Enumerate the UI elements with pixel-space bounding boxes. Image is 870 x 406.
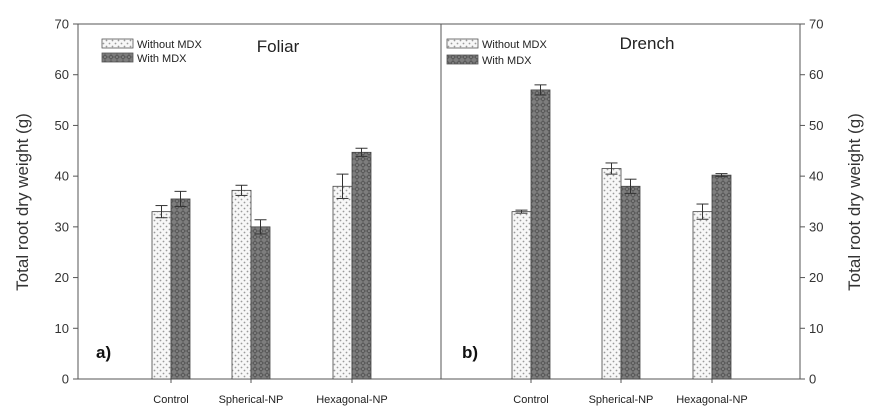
legend-panel-a: Without MDX With MDX [101,38,202,65]
bar-without-mdx-panel-b [511,211,532,380]
left-y-tick-label: 20 [55,270,69,285]
bar-with-mdx-panel-a [351,151,372,380]
x-category-label: Hexagonal-NP [316,394,388,406]
legend-swatch-without-mdx-b [446,38,479,49]
panel-b-title: Drench [620,34,675,53]
right-y-tick-label: 20 [809,270,823,285]
left-y-tick-label: 0 [62,372,69,387]
bar-without-mdx-panel-b [601,168,622,380]
left-y-tick-label: 70 [55,17,69,32]
bar-with-mdx-panel-b [711,174,732,380]
legend-label-without-mdx-b: Without MDX [482,39,547,51]
right-y-axis-label: Total root dry weight (g) [845,113,864,291]
left-y-axis-label: Total root dry weight (g) [13,113,32,291]
bar-without-mdx-panel-b [692,211,713,380]
bar-with-mdx-panel-a [170,198,191,380]
left-y-tick-label: 30 [55,219,69,234]
x-category-label: Control [153,394,188,406]
left-y-tick-label: 50 [55,118,69,133]
bar-with-mdx-panel-b [530,89,551,380]
right-y-tick-label: 0 [809,372,816,387]
right-y-tick-label: 60 [809,67,823,82]
x-category-label: Hexagonal-NP [676,394,748,406]
right-y-tick-label: 40 [809,169,823,184]
bar-without-mdx-panel-a [231,189,252,380]
left-y-tick-label: 60 [55,67,69,82]
panel-b-tag: b) [462,343,478,362]
bar-with-mdx-panel-b [620,185,641,380]
legend-swatch-with-mdx-a [101,52,134,63]
legend-panel-b: Without MDX With MDX [446,38,547,67]
bar-without-mdx-panel-a [151,211,172,380]
left-y-tick-label: 10 [55,321,69,336]
right-y-tick-label: 10 [809,321,823,336]
panel-a-title: Foliar [257,37,300,56]
bar-with-mdx-panel-a [250,226,271,380]
right-y-tick-label: 70 [809,17,823,32]
legend-swatch-without-mdx-a [101,38,134,49]
x-category-label: Spherical-NP [589,394,654,406]
legend-label-with-mdx-b: With MDX [482,55,532,67]
left-y-tick-label: 40 [55,169,69,184]
panel-a-tag: a) [96,343,111,362]
bar-without-mdx-panel-a [332,185,353,380]
right-y-tick-label: 30 [809,219,823,234]
x-category-label: Control [513,394,548,406]
legend-swatch-with-mdx-b [446,54,479,65]
legend-label-with-mdx-a: With MDX [137,53,187,65]
right-y-tick-label: 50 [809,118,823,133]
x-category-label: Spherical-NP [219,394,284,406]
legend-label-without-mdx-a: Without MDX [137,39,202,51]
